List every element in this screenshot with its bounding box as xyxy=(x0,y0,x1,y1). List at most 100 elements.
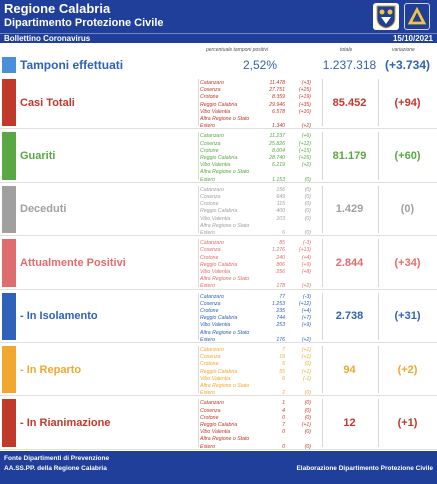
province-row: Altra Regione o Stato Estero 176 (+2) xyxy=(200,330,320,344)
column-divider xyxy=(322,132,323,180)
province-delta: (0) xyxy=(304,208,311,215)
province-row: Catanzaro 11.478 (+3) xyxy=(200,80,320,87)
province-name: Altra Regione o Stato Estero xyxy=(200,329,250,343)
section-label: Deceduti xyxy=(20,203,67,216)
section-variation: (+94) xyxy=(394,96,421,109)
province-row: Catanzaro 11.237 (+6) xyxy=(200,133,320,140)
province-list: Catanzaro 85 (-3) Cosenza 1.276 (+13) Crotone 2… xyxy=(200,240,320,290)
section-row-guariti: Guariti Catanzaro 11.237 (+6) Cosenza 25.826 (… xyxy=(0,130,437,183)
province-name: Altra Regione o Stato Estero xyxy=(200,383,250,397)
section-label: Attualmente Positivi xyxy=(20,256,126,269)
province-value: 25.826 xyxy=(269,140,285,147)
province-value: 253 xyxy=(276,322,285,329)
section-total: 1.429 xyxy=(335,203,364,216)
province-name: Catanzaro xyxy=(200,186,224,193)
province-delta: (+25) xyxy=(298,87,311,94)
province-row: Reggio Calabria 806 (+9) xyxy=(200,262,320,269)
province-delta: (+1) xyxy=(301,368,311,375)
column-divider xyxy=(378,239,379,287)
province-value: 6.578 xyxy=(272,108,285,115)
province-row: Cosenza 25.826 (+12) xyxy=(200,141,320,148)
section-total: 85.452 xyxy=(332,96,367,109)
row-divider xyxy=(0,288,437,290)
row-divider xyxy=(0,448,437,450)
province-row: Vibo Valentia 6.578 (+10) xyxy=(200,109,320,116)
province-list: Catanzaro 1 (0) Cosenza 4 (0) Crotone 0 (0) Reggi… xyxy=(200,400,320,450)
department-title: Dipartimento Protezione Civile xyxy=(4,17,164,29)
column-divider xyxy=(322,292,323,340)
province-value: 156 xyxy=(276,186,285,193)
province-row: Crotone 235 (+4) xyxy=(200,308,320,315)
province-row: Crotone 115 (0) xyxy=(200,201,320,208)
section-total: 81.179 xyxy=(332,150,367,163)
column-divider xyxy=(198,132,199,180)
column-divider xyxy=(322,346,323,394)
footer-credit: Elaborazione Dipartimento Protezione Civ… xyxy=(296,465,433,472)
column-divider xyxy=(378,132,379,180)
province-value: 240 xyxy=(276,254,285,261)
province-row: Crotone 5 (0) xyxy=(200,361,320,368)
section-color-band xyxy=(2,239,16,287)
section-variation: (+60) xyxy=(394,150,421,163)
footer-source-line1: Fonte Dipartimenti di Prevenzione xyxy=(4,455,110,462)
province-name: Vibo Valentia xyxy=(200,215,231,222)
province-value: 5 xyxy=(282,361,285,368)
province-value: 8.359 xyxy=(272,94,285,101)
province-delta: (-1) xyxy=(302,375,311,382)
province-delta: (+9) xyxy=(301,322,311,329)
section-total: 12 xyxy=(343,417,356,430)
province-row: Reggio Calabria 29.946 (+35) xyxy=(200,102,320,109)
province-delta: (+2) xyxy=(301,283,311,290)
section-total: 2.844 xyxy=(335,256,364,269)
column-divider xyxy=(198,292,199,340)
province-list: Catanzaro 11.478 (+3) Cosenza 27.751 (+25) Cro… xyxy=(200,80,320,130)
province-name: Vibo Valentia xyxy=(200,322,231,329)
section-total: 2.738 xyxy=(335,310,364,323)
tamponi-percent: 2,52% xyxy=(242,58,278,72)
province-row: Catanzaro 85 (-3) xyxy=(200,240,320,247)
section-color-band xyxy=(2,399,16,447)
province-delta: (+10) xyxy=(298,108,311,115)
province-value: 55 xyxy=(279,368,285,375)
province-delta: (+19) xyxy=(298,94,311,101)
province-row: Crotone 8.359 (+19) xyxy=(200,94,320,101)
province-row: Altra Regione o Stato Estero 1.153 (0) xyxy=(200,169,320,183)
province-row: Reggio Calabria 7 (+1) xyxy=(200,422,320,429)
percent-column-header: percentuale tamponi positivi xyxy=(206,47,268,53)
bulletin-date: 15/10/2021 xyxy=(392,34,433,43)
province-delta: (+2) xyxy=(301,123,311,130)
column-divider xyxy=(198,399,199,447)
province-name: Altra Regione o Stato Estero xyxy=(200,116,250,130)
province-row: Crotone 8.004 (+15) xyxy=(200,148,320,155)
province-value: 0 xyxy=(282,414,285,421)
province-value: 0 xyxy=(282,429,285,436)
province-row: Crotone 0 (0) xyxy=(200,415,320,422)
province-name: Reggio Calabria xyxy=(200,368,238,375)
section-label: Guariti xyxy=(20,150,56,163)
tamponi-variation: (+3.734) xyxy=(384,58,431,72)
section-row-isolamento: - In Isolamento Catanzaro 77 (-3) Cosenza 1.2… xyxy=(0,291,437,344)
province-name: Crotone xyxy=(200,201,219,208)
province-value: 11.237 xyxy=(269,133,285,140)
province-row: Cosenza 4 (0) xyxy=(200,408,320,415)
section-row-positivi: Attualmente Positivi Catanzaro 85 (-3) Cosen… xyxy=(0,237,437,290)
bulletin-bar: Bollettino Coronavirus 15/10/2021 xyxy=(0,33,437,43)
province-row: Catanzaro 7 (+1) xyxy=(200,347,320,354)
total-column-header: totale xyxy=(340,47,353,53)
province-value: 806 xyxy=(276,261,285,268)
province-name: Cosenza xyxy=(200,247,221,254)
section-row-reparto: - In Reparto Catanzaro 7 (+1) Cosenza 19 (+1) C… xyxy=(0,344,437,397)
province-value: 7 xyxy=(282,422,285,428)
province-list: Catanzaro 77 (-3) Cosenza 1.253 (+12) Crotone 2… xyxy=(200,294,320,344)
province-name: Catanzaro xyxy=(200,240,224,247)
section-color-band xyxy=(2,79,16,127)
province-row: Altra Regione o Stato Estero 2 (0) xyxy=(200,383,320,397)
province-name: Reggio Calabria xyxy=(200,422,238,428)
region-crest-logo xyxy=(373,3,399,30)
province-list: Catanzaro 7 (+1) Cosenza 19 (+1) Crotone 5 (0) Re… xyxy=(200,347,320,397)
row-divider xyxy=(0,181,437,183)
province-name: Catanzaro xyxy=(200,400,224,407)
column-divider xyxy=(378,79,379,127)
province-delta: (+9) xyxy=(301,261,311,268)
section-variation: (+34) xyxy=(394,256,421,269)
